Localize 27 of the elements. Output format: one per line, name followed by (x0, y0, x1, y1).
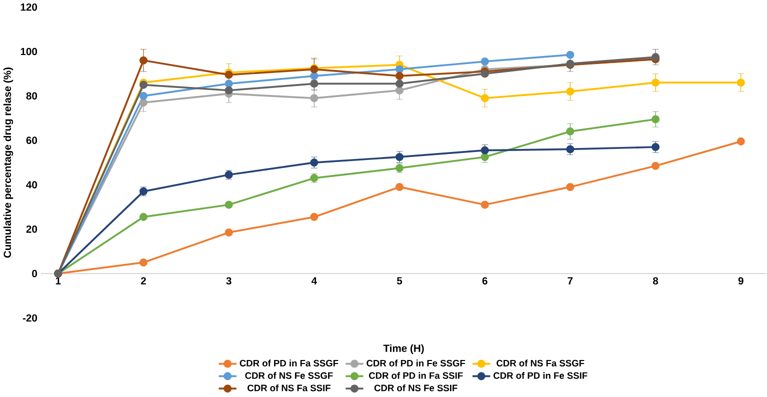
legend-label: CDR of NS Fe SSGF (245, 372, 333, 379)
legend-label: CDR of PD in Fe SSGF (366, 360, 466, 367)
y-tick-label: 120 (20, 4, 38, 11)
y-tick-label: 60 (26, 136, 38, 144)
x-tick-label: 5 (396, 277, 402, 284)
y-tick-label: 0 (32, 270, 38, 278)
y-axis-title: Cumulative percentage drug relase (%) (3, 68, 14, 258)
legend-label: CDR of NS Fa SSIF (248, 384, 330, 392)
x-tick-label: 8 (652, 277, 658, 285)
x-tick-label: 9 (738, 277, 744, 285)
x-tick-label: 1 (56, 277, 61, 284)
y-tick-label: 40 (26, 181, 38, 188)
x-tick-label: 3 (226, 277, 232, 285)
x-tick-label: 2 (140, 277, 146, 284)
x-tick-label: 6 (482, 277, 488, 285)
y-tick-label: -20 (22, 314, 38, 322)
y-tick-label: 100 (20, 48, 38, 56)
y-tick-label: 20 (26, 226, 38, 233)
legend-label: CDR of NS Fa SSGF (496, 360, 584, 367)
x-axis-title: Time (H) (383, 344, 424, 354)
legend-label: CDR of PD in Fa SSIF (368, 372, 463, 379)
legend-label: CDR of NS Fe SSIF (374, 384, 458, 392)
x-tick-label: 7 (568, 277, 573, 284)
legend-label: CDR of PD in Fa SSGF (240, 360, 338, 367)
y-tick-label: 80 (26, 92, 38, 100)
legend-label: CDR of PD in Fe SSIF (494, 372, 588, 379)
x-tick-label: 4 (311, 277, 317, 284)
